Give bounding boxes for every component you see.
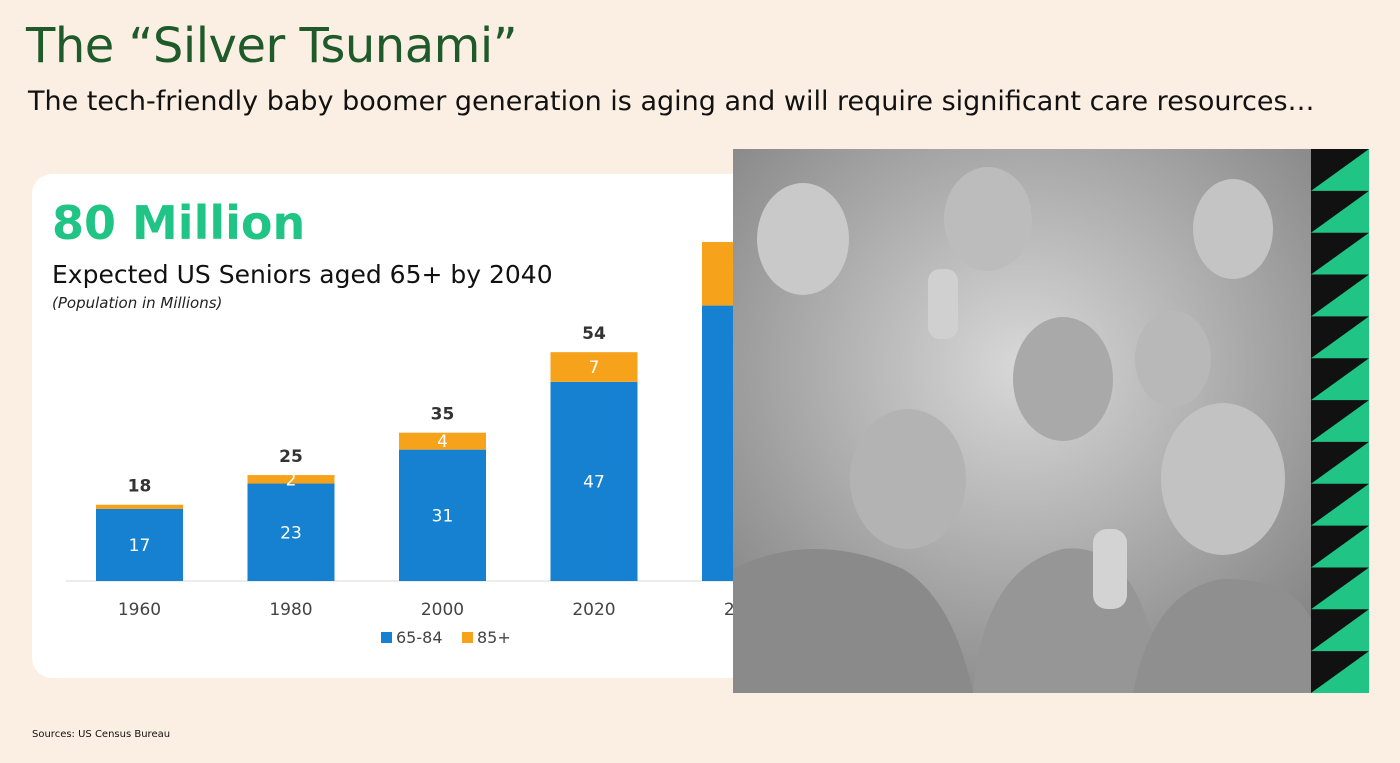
stripe-triangle <box>1311 651 1369 693</box>
data-label-65-84-1980: 23 <box>280 523 302 543</box>
data-label-65-84-1960: 17 <box>129 536 151 556</box>
stripe-triangle <box>1311 149 1369 191</box>
total-label-2000: 35 <box>431 405 455 425</box>
data-label-85-plus-2000: 4 <box>437 432 448 452</box>
bar-85-plus-2020 <box>550 352 638 382</box>
legend-swatch-65-84 <box>381 632 392 643</box>
total-label-2020: 54 <box>582 324 606 344</box>
bar-85-plus-2000 <box>399 432 486 450</box>
legend-label-85-plus: 85+ <box>477 628 511 647</box>
stripe-triangle <box>1311 441 1369 484</box>
bar-65-84-2000 <box>399 449 486 581</box>
bar-65-84-2020 <box>550 381 638 581</box>
total-label-1960: 18 <box>128 477 152 497</box>
chart-card: 80 Million Expected US Seniors aged 65+ … <box>32 174 850 678</box>
bar-65-84-1960 <box>96 508 183 581</box>
slide-title: The “Silver Tsunami” <box>26 18 518 74</box>
x-tick-label-1980: 1980 <box>269 600 312 620</box>
slide-subtitle: The tech-friendly baby boomer generation… <box>28 86 1315 117</box>
stripe-triangle <box>1311 358 1369 401</box>
stripe-triangle <box>1311 400 1369 442</box>
stripe-triangle <box>1311 525 1369 568</box>
chart-units-note: (Population in Millions) <box>52 294 223 312</box>
data-label-65-84-2020: 47 <box>583 472 605 492</box>
stripe-triangle <box>1311 274 1369 317</box>
stripe-triangle <box>1311 609 1369 652</box>
stacked-bar-chart: 1718196023225198031435200047754202065158… <box>66 214 822 647</box>
x-tick-label-2020: 2020 <box>572 600 615 620</box>
source-note: Sources: US Census Bureau <box>32 729 171 740</box>
bar-65-84-1980 <box>247 483 335 581</box>
stripe-triangle <box>1311 316 1369 359</box>
stripe-triangle <box>1311 567 1369 610</box>
stripe-triangle <box>1311 190 1369 233</box>
x-tick-label-2000: 2000 <box>421 600 464 620</box>
chart-subheadline: Expected US Seniors aged 65+ by 2040 <box>52 260 553 289</box>
headline-stat: 80 Million <box>52 196 306 250</box>
data-label-85-plus-1980: 2 <box>286 470 297 490</box>
legend-label-65-84: 65-84 <box>396 628 443 647</box>
legend-swatch-85-plus <box>462 632 473 643</box>
decorative-triangle-stripe <box>1311 149 1369 693</box>
bar-85-plus-1980 <box>247 475 335 484</box>
data-label-85-plus-2020: 7 <box>589 358 600 378</box>
seniors-photo <box>733 149 1311 693</box>
total-label-1980: 25 <box>279 447 303 467</box>
bar-85-plus-1960 <box>96 504 183 509</box>
stripe-triangle <box>1311 483 1369 526</box>
data-label-65-84-2000: 31 <box>432 506 454 526</box>
stripe-triangle <box>1311 232 1369 275</box>
x-tick-label-1960: 1960 <box>118 600 161 620</box>
